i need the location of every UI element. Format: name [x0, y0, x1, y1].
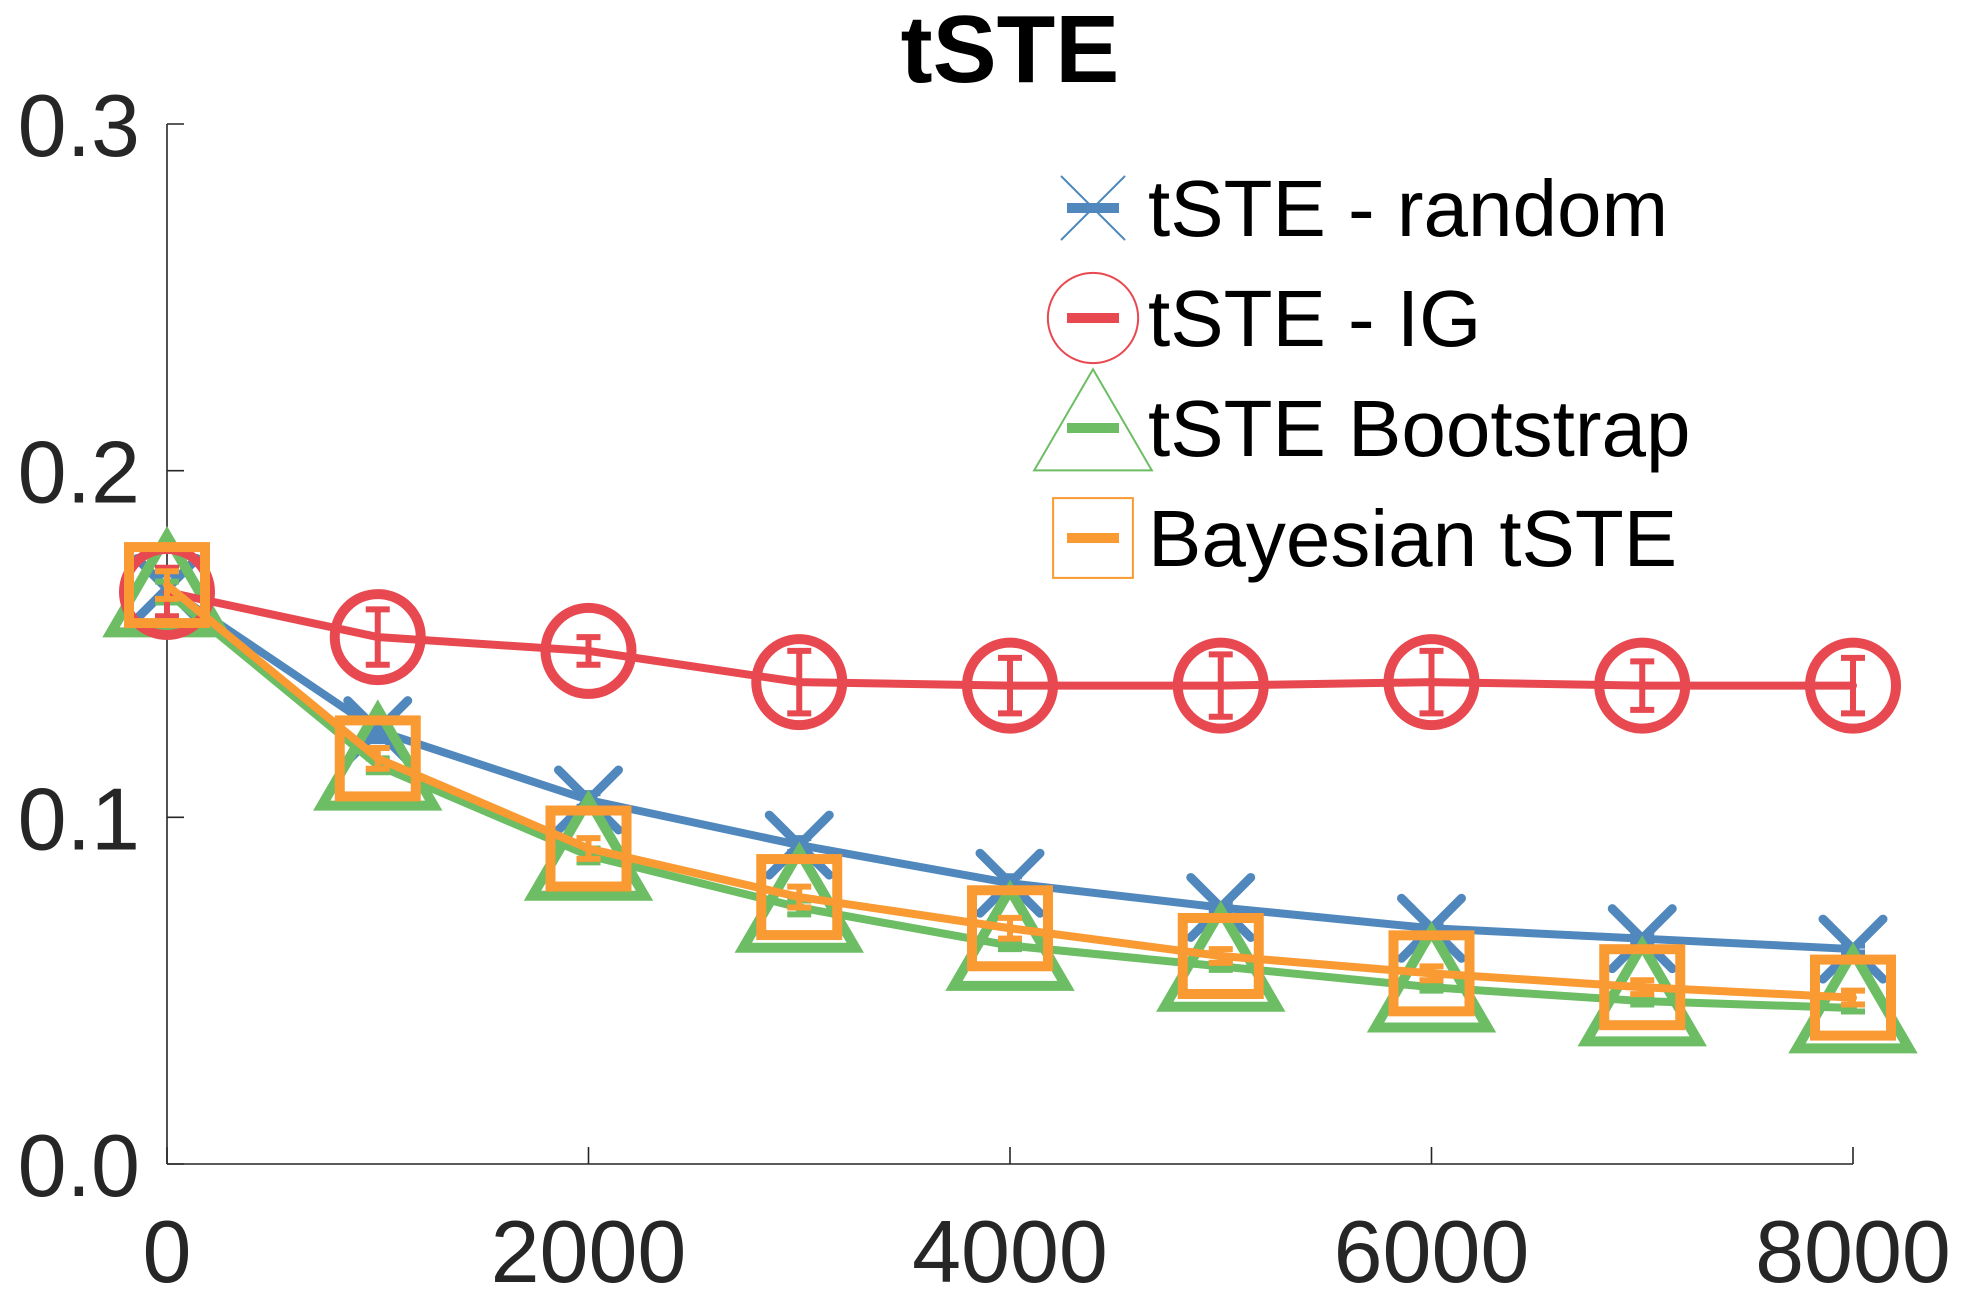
data-point — [1383, 634, 1480, 731]
data-point — [329, 589, 426, 686]
data-point — [523, 789, 654, 901]
y-tick-label: 0.1 — [18, 769, 140, 868]
y-tick-label: 0.2 — [18, 423, 140, 522]
data-point — [313, 699, 443, 811]
error-bar — [998, 654, 1022, 717]
error-bar — [365, 606, 390, 668]
data-point — [1594, 637, 1691, 734]
error-bar — [998, 914, 1022, 942]
legend: tSTE - random tSTE - IG tSTE Bootstrap Baye… — [1032, 164, 1690, 583]
legend-item: tSTE - IG — [1046, 271, 1481, 365]
series-bayesian-tste — [124, 542, 1896, 1041]
axes: 0.0 0.1 0.2 0.3 0 2000 4000 6000 8000 — [18, 76, 1951, 1297]
data-point — [1810, 954, 1896, 1041]
error-bar — [1208, 946, 1233, 966]
plot-area — [102, 526, 1918, 1054]
data-point — [1388, 930, 1475, 1017]
x-tick-label: 0 — [143, 1202, 192, 1292]
error-bar — [1630, 977, 1655, 998]
error-bar — [155, 568, 179, 602]
error-bar — [1419, 647, 1444, 717]
data-point — [962, 637, 1058, 734]
data-point — [545, 805, 632, 892]
x-tick-label: 2000 — [491, 1202, 687, 1292]
legend-item: tSTE - random — [1060, 164, 1668, 253]
y-tick-label: 0.0 — [18, 1116, 140, 1215]
data-point — [540, 602, 637, 699]
x-tick-label: 8000 — [1755, 1202, 1951, 1292]
data-point — [1172, 637, 1269, 734]
data-point — [1577, 935, 1707, 1047]
legend-label: tSTE - IG — [1148, 274, 1481, 363]
error-bar — [1419, 963, 1444, 984]
error-bar — [1630, 658, 1655, 713]
error-bar — [1630, 994, 1655, 1008]
legend-label: tSTE - random — [1148, 164, 1668, 253]
error-bar — [576, 835, 601, 862]
legend-marker — [1052, 497, 1134, 579]
data-point — [1805, 637, 1901, 734]
data-point — [945, 879, 1075, 991]
legend-marker — [1046, 271, 1140, 365]
legend-label: tSTE Bootstrap — [1148, 384, 1690, 473]
legend-label: Bayesian tSTE — [1148, 494, 1677, 583]
data-point — [1599, 944, 1686, 1031]
data-point — [756, 854, 843, 941]
error-bar — [576, 634, 601, 668]
error-bar — [1841, 654, 1865, 717]
error-bar — [787, 647, 812, 717]
error-bar — [787, 883, 812, 911]
legend-item: Bayesian tSTE — [1052, 494, 1677, 583]
x-tick-label: 4000 — [912, 1202, 1108, 1292]
error-bar — [1208, 651, 1233, 720]
error-bar — [998, 939, 1022, 953]
error-bar — [1841, 987, 1865, 1008]
data-point — [124, 542, 210, 629]
x-tick-label: 6000 — [1334, 1202, 1530, 1292]
legend-marker — [1032, 367, 1154, 472]
chart-title: tSTE — [901, 0, 1120, 103]
y-tick-label: 0.3 — [18, 76, 140, 175]
data-point — [1177, 913, 1264, 999]
series-tste-ig — [119, 544, 1901, 734]
legend-marker — [1060, 175, 1126, 241]
data-point — [751, 634, 848, 731]
data-point — [1366, 921, 1497, 1033]
data-point — [334, 715, 421, 802]
data-point — [967, 885, 1053, 972]
error-bar — [1419, 980, 1444, 994]
error-bar — [365, 745, 390, 772]
legend-item: tSTE Bootstrap — [1032, 367, 1690, 473]
